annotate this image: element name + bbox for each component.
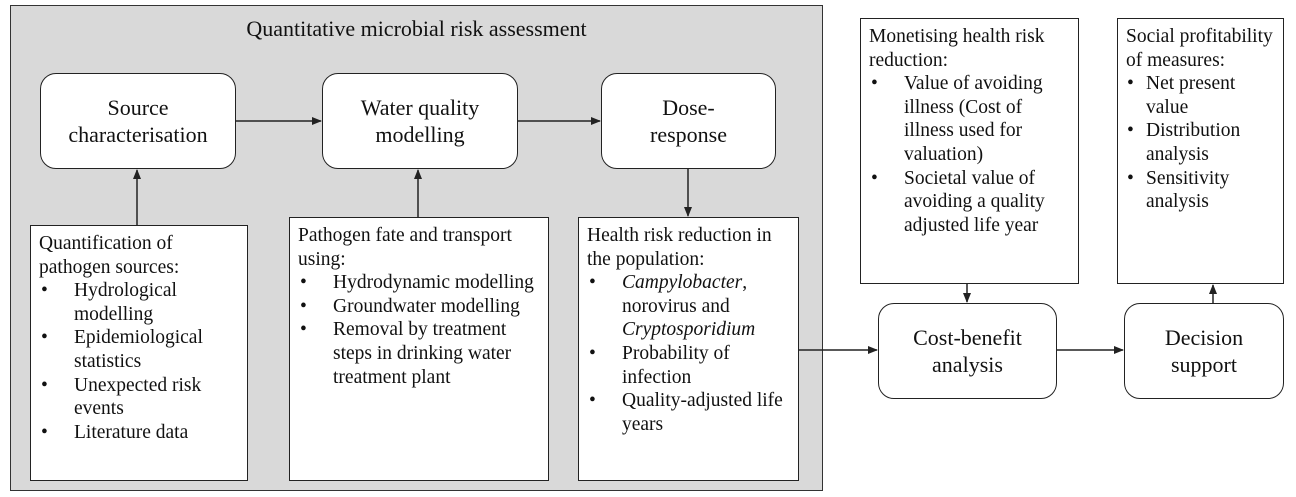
list-item: Literature data	[39, 421, 241, 445]
box-heading: Pathogen fate and transport using:	[298, 225, 512, 270]
detail-box: Health risk reduction in the population:…	[578, 217, 799, 481]
item-list: Value of avoiding illness (Cost of illne…	[869, 72, 1072, 237]
list-item: Unexpected risk events	[39, 374, 241, 421]
node-label: Dose-response	[650, 95, 727, 147]
process-node: Source characterisation	[40, 73, 236, 169]
decision-node: Decision support	[1124, 303, 1284, 399]
node-label: Water quality modelling	[360, 95, 480, 147]
item-list: Hydrodynamic modelling Groundwater model…	[298, 271, 542, 389]
process-node: Dose-response	[601, 73, 776, 169]
list-item: Epidemiological statistics	[39, 326, 241, 373]
decision-node: Cost-benefit analysis	[878, 303, 1057, 399]
species: Cryptosporidium	[622, 319, 756, 341]
node-label: Cost-benefit analysis	[913, 325, 1022, 377]
valuation-box: Social profitability of measures: Net pr…	[1117, 18, 1284, 284]
list-item: Quality-adjusted life years	[587, 389, 792, 436]
box-heading: Social profitability of measures:	[1126, 26, 1273, 71]
item-list: Campylobacter, norovirus and Cryptospori…	[587, 271, 792, 436]
list-item: Removal by treatment steps in drinking w…	[298, 318, 542, 389]
list-item: Hydrological modelling	[39, 279, 241, 326]
list-item: Sensitivity analysis	[1126, 167, 1277, 214]
list-item: Campylobacter, norovirus and Cryptospori…	[587, 271, 792, 342]
node-label: Source characterisation	[68, 95, 208, 147]
item-list: Hydrological modelling Epidemiological s…	[39, 279, 241, 444]
list-item: Probability of infection	[587, 342, 792, 389]
group-title: Quantitative microbial risk assessment	[246, 16, 587, 41]
node-label: Decision support	[1164, 325, 1244, 377]
process-node: Water quality modelling	[322, 73, 518, 169]
detail-box: Quantification of pathogen sources: Hydr…	[30, 225, 248, 481]
box-heading: Monetising health risk reduction:	[869, 26, 1045, 71]
item-list: Net present value Distribution analysis …	[1126, 72, 1277, 214]
list-item: Value of avoiding illness (Cost of illne…	[869, 72, 1072, 166]
box-heading: Quantification of pathogen sources:	[39, 233, 180, 278]
list-item: Net present value	[1126, 72, 1277, 119]
list-item: Societal value of avoiding a quality adj…	[869, 167, 1072, 238]
valuation-box: Monetising health risk reduction: Value …	[860, 18, 1079, 284]
list-item: Groundwater modelling	[298, 295, 542, 319]
detail-box: Pathogen fate and transport using: Hydro…	[289, 217, 549, 481]
list-item: Distribution analysis	[1126, 119, 1277, 166]
list-item: Hydrodynamic modelling	[298, 271, 542, 295]
box-heading: Health risk reduction in the population:	[587, 225, 772, 270]
item-text: , norovirus and	[622, 272, 748, 317]
species: Campylobacter	[622, 272, 743, 294]
